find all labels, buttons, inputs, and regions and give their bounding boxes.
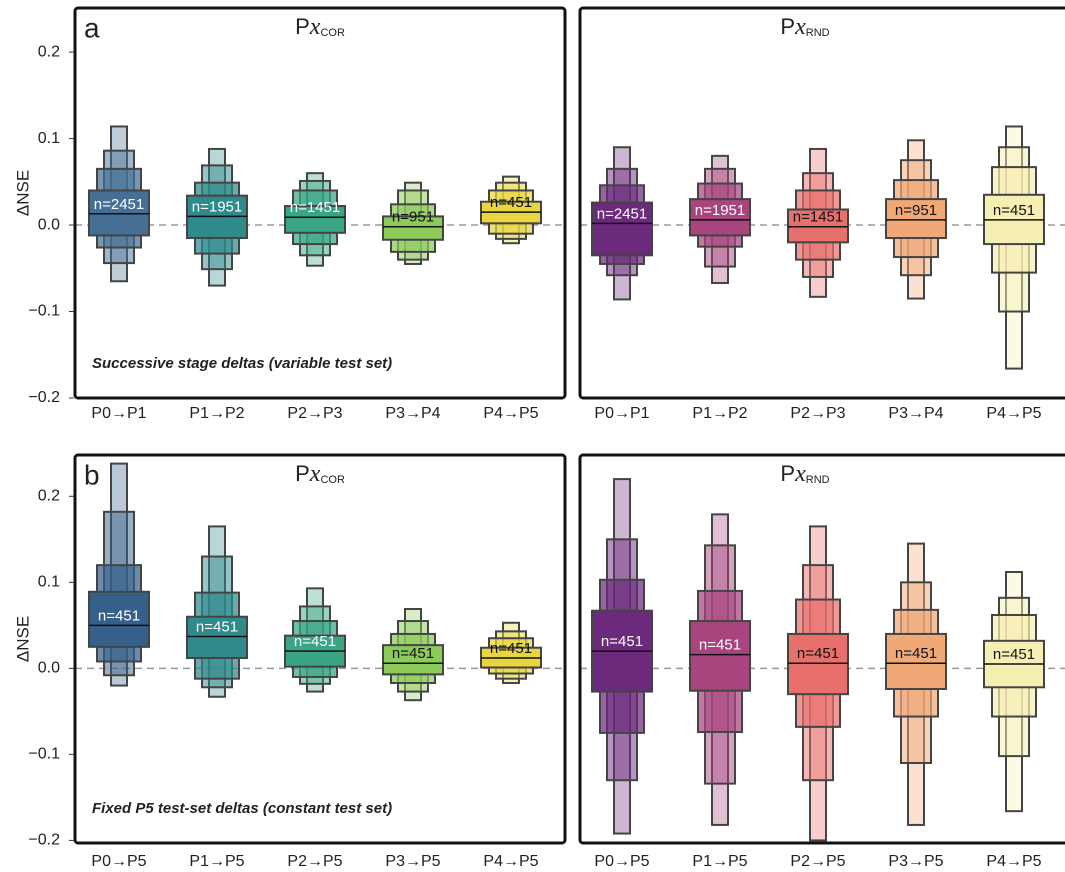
count-label: n=951 xyxy=(392,209,434,226)
y-tick-label: 0.0 xyxy=(38,216,60,233)
box-level xyxy=(689,198,751,237)
box-level xyxy=(382,644,444,676)
y-tick-label: 0.1 xyxy=(38,130,60,147)
panel-letter: b xyxy=(84,459,100,490)
x-tick-label: P0→P5 xyxy=(91,853,146,870)
x-tick-label: P0→P1 xyxy=(594,405,649,422)
box-level xyxy=(88,189,150,237)
count-label: n=451 xyxy=(895,645,937,662)
y-tick-label: −0.2 xyxy=(28,389,60,406)
panel-title: PxRND xyxy=(780,14,829,40)
y-tick-label: −0.1 xyxy=(28,746,60,763)
count-label: n=951 xyxy=(895,202,937,219)
count-label: n=451 xyxy=(993,202,1035,219)
x-tick-label: P3→P5 xyxy=(385,853,440,870)
count-label: n=451 xyxy=(98,607,140,624)
count-label: n=451 xyxy=(490,640,532,657)
count-label: n=1451 xyxy=(793,209,843,226)
count-label: n=1451 xyxy=(290,199,340,216)
box-level xyxy=(186,615,248,660)
x-tick-label: P1→P5 xyxy=(692,853,747,870)
panel xyxy=(580,478,1065,842)
x-tick-label: P2→P3 xyxy=(790,405,845,422)
title-var: x xyxy=(794,14,806,40)
x-tick-label: P3→P4 xyxy=(385,405,440,422)
x-tick-label: P1→P5 xyxy=(189,853,244,870)
title-var: x xyxy=(794,461,806,487)
box-level xyxy=(885,632,947,691)
y-tick-label: −0.2 xyxy=(28,832,60,849)
y-tick-label: −0.1 xyxy=(28,303,60,320)
x-tick-label: P1→P2 xyxy=(692,405,747,422)
box-level xyxy=(591,201,653,257)
panel-frame xyxy=(578,6,1065,400)
x-tick-label: P3→P4 xyxy=(888,405,943,422)
title-main: P xyxy=(780,14,795,39)
box-level xyxy=(382,215,444,241)
x-tick-label: P3→P5 xyxy=(888,853,943,870)
count-label: n=451 xyxy=(993,646,1035,663)
count-label: n=2451 xyxy=(94,196,144,213)
y-tick-label: 0.1 xyxy=(38,574,60,591)
annotation: Successive stage deltas (variable test s… xyxy=(92,355,392,372)
title-sub: RND xyxy=(806,474,830,486)
title-sub: COR xyxy=(320,27,345,39)
panel xyxy=(75,462,565,702)
title-main: P xyxy=(295,14,310,39)
x-tick-label: P1→P2 xyxy=(189,405,244,422)
box-level xyxy=(787,208,849,244)
box-level xyxy=(689,620,751,692)
title-var: x xyxy=(309,461,321,487)
panel xyxy=(75,125,565,287)
y-axis-label: ΔNSE xyxy=(13,616,32,662)
count-label: n=451 xyxy=(294,633,336,650)
box-level xyxy=(787,632,849,696)
count-label: n=1951 xyxy=(695,202,745,219)
count-label: n=451 xyxy=(699,637,741,654)
panel-frame xyxy=(73,453,567,845)
title-main: P xyxy=(295,461,310,486)
y-tick-label: 0.2 xyxy=(38,488,60,505)
count-label: n=2451 xyxy=(597,205,647,222)
y-axis-label: ΔNSE xyxy=(13,170,32,216)
x-tick-label: P2→P3 xyxy=(287,405,342,422)
title-sub: RND xyxy=(806,27,830,39)
x-tick-label: P2→P5 xyxy=(790,853,845,870)
x-tick-label: P4→P5 xyxy=(483,405,538,422)
x-tick-label: P4→P5 xyxy=(483,853,538,870)
y-tick-label: 0.0 xyxy=(38,660,60,677)
x-tick-label: P0→P1 xyxy=(91,405,146,422)
box-level xyxy=(885,198,947,240)
count-label: n=451 xyxy=(196,618,238,635)
count-label: n=451 xyxy=(601,633,643,650)
title-sub: COR xyxy=(320,474,345,486)
panel xyxy=(580,125,1065,370)
count-label: n=451 xyxy=(392,645,434,662)
annotation: Fixed P5 test-set deltas (constant test … xyxy=(92,800,392,817)
panel-title: PxCOR xyxy=(295,461,345,487)
panel-title: PxCOR xyxy=(295,14,345,40)
count-label: n=451 xyxy=(797,645,839,662)
x-tick-label: P0→P5 xyxy=(594,853,649,870)
count-label: n=1951 xyxy=(192,198,242,215)
x-tick-label: P4→P5 xyxy=(986,853,1041,870)
panel-frame xyxy=(73,6,567,400)
panel-letter: a xyxy=(84,12,100,43)
title-var: x xyxy=(309,14,321,40)
count-label: n=451 xyxy=(490,194,532,211)
panel-title: PxRND xyxy=(780,461,829,487)
box-level xyxy=(88,590,150,648)
title-main: P xyxy=(780,461,795,486)
y-tick-label: 0.2 xyxy=(38,43,60,60)
x-tick-label: P4→P5 xyxy=(986,405,1041,422)
box-level xyxy=(284,205,346,234)
panel-frame xyxy=(578,453,1065,845)
x-tick-label: P2→P5 xyxy=(287,853,342,870)
